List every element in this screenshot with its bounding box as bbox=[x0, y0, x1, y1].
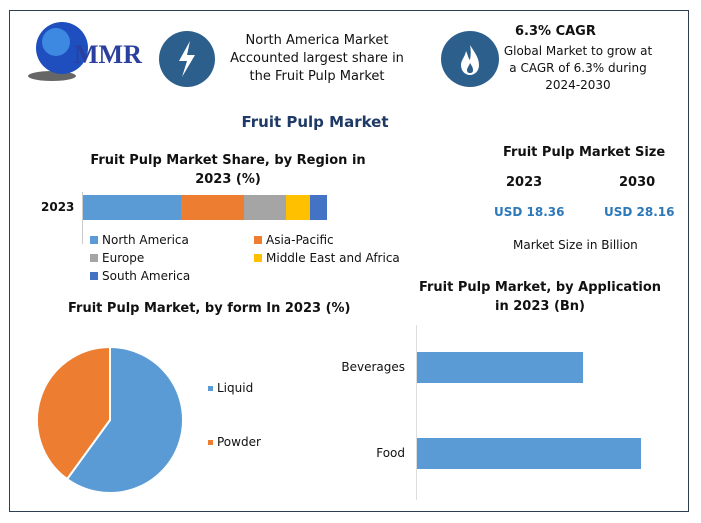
legend-label: Liquid bbox=[217, 381, 254, 395]
globe-icon bbox=[28, 22, 88, 81]
application-chart-title: Fruit Pulp Market, by Application in 202… bbox=[418, 280, 662, 314]
year-2023: 2023 bbox=[506, 175, 543, 190]
pie-slice-powder bbox=[36, 345, 111, 481]
pie-slice-liquid bbox=[65, 345, 184, 494]
region-axis bbox=[82, 192, 83, 244]
category-label: Beverages bbox=[341, 360, 405, 374]
flame-icon bbox=[441, 31, 499, 87]
legend-label: Middle East and Africa bbox=[266, 251, 400, 265]
value-2023: USD 18.36 bbox=[494, 205, 565, 219]
bar-segment-europe bbox=[244, 195, 286, 220]
legend-swatch bbox=[254, 236, 262, 244]
legend-swatch bbox=[208, 439, 213, 445]
form-chart-title: Fruit Pulp Market, by form In 2023 (%) bbox=[68, 301, 351, 316]
legend-item: Powder bbox=[208, 435, 261, 449]
year-2030: 2030 bbox=[619, 175, 656, 190]
legend-label: South America bbox=[102, 269, 191, 283]
region-stacked-bar bbox=[83, 195, 327, 220]
value-2030: USD 28.16 bbox=[604, 205, 675, 219]
legend-item: Liquid bbox=[208, 381, 253, 395]
cagr-title: 6.3% CAGR bbox=[515, 24, 596, 39]
legend-label: Europe bbox=[102, 251, 145, 265]
page-title: Fruit Pulp Market bbox=[241, 113, 389, 131]
legend-item: Europe bbox=[90, 251, 144, 265]
bar-food bbox=[417, 438, 641, 469]
north-america-share-text: North America Market Accounted largest s… bbox=[230, 33, 404, 84]
form-pie-chart bbox=[36, 345, 184, 494]
legend-swatch bbox=[208, 385, 213, 391]
legend-swatch bbox=[254, 254, 262, 262]
logo-text: MMR bbox=[74, 40, 142, 69]
legend-swatch bbox=[90, 254, 98, 262]
legend-swatch bbox=[90, 236, 98, 244]
bar-segment-north-america bbox=[83, 195, 181, 220]
region-category-label: 2023 bbox=[41, 200, 75, 214]
mmr-logo: MMR bbox=[18, 14, 148, 84]
legend-item: South America bbox=[90, 269, 190, 283]
legend-label: Powder bbox=[217, 435, 261, 449]
legend-label: North America bbox=[102, 233, 189, 247]
infographic-frame bbox=[9, 10, 689, 512]
legend-item: Middle East and Africa bbox=[254, 251, 400, 265]
category-label: Food bbox=[376, 446, 405, 460]
bar-beverages bbox=[417, 352, 584, 383]
bar-segment-middle-east-and-africa bbox=[285, 195, 310, 220]
cagr-text: Global Market to grow at a CAGR of 6.3% … bbox=[503, 44, 653, 92]
legend-label: Asia-Pacific bbox=[266, 233, 334, 247]
legend-item: North America bbox=[90, 233, 189, 247]
legend-item: Asia-Pacific bbox=[254, 233, 334, 247]
bar-segment-south-america bbox=[309, 195, 327, 220]
legend-swatch bbox=[90, 272, 98, 280]
market-size-title: Fruit Pulp Market Size bbox=[503, 145, 666, 160]
market-size-note: Market Size in Billion bbox=[513, 238, 638, 252]
region-chart-title: Fruit Pulp Market Share, by Region in 20… bbox=[90, 153, 366, 187]
lightning-icon bbox=[159, 31, 215, 87]
bar-segment-asia-pacific bbox=[180, 195, 245, 220]
application-axis bbox=[416, 325, 417, 500]
